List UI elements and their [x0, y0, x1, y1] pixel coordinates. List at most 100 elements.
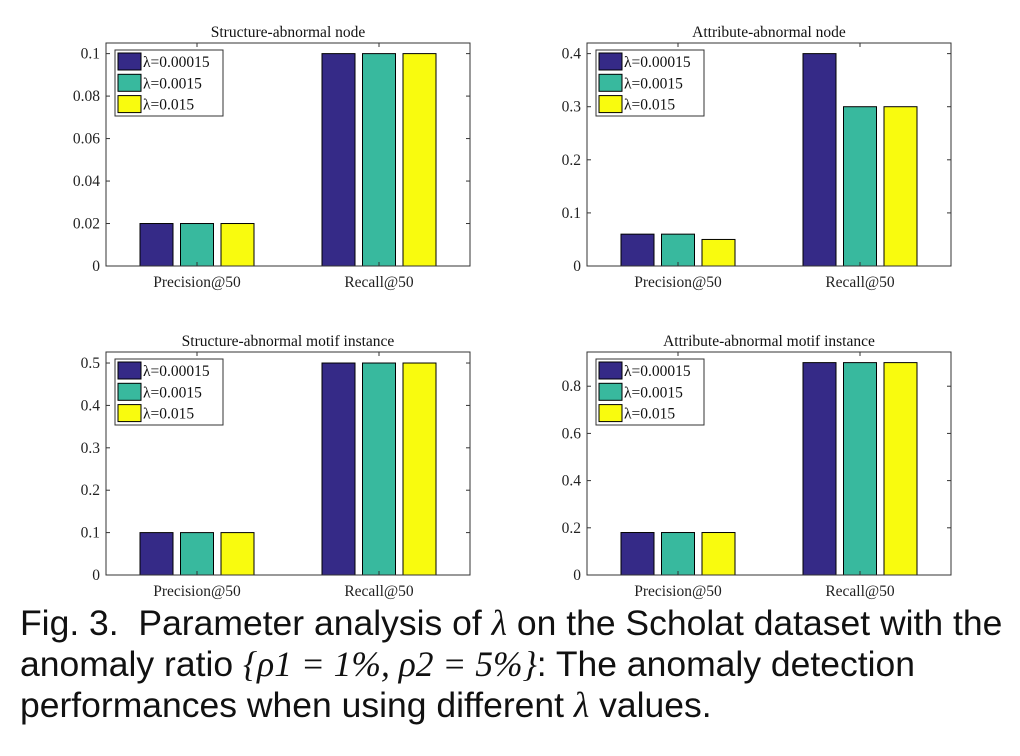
bar: [180, 223, 214, 267]
y-tick-label: 0.08: [73, 88, 100, 105]
bar: [139, 223, 174, 267]
chart-panel: Attribute-abnormal node Precision@50 Recal…: [562, 24, 952, 291]
caption-lambda: λ: [491, 603, 507, 643]
bar: [883, 362, 918, 576]
caption-text: on the Scholat dataset with the anomaly …: [20, 603, 1003, 684]
y-tick-label: 0.04: [73, 173, 100, 190]
x-tick-label: Precision@50: [153, 583, 241, 600]
chart-panel: Attribute-abnormal motif instance Precisi…: [562, 333, 952, 600]
x-tick-label: Recall@50: [344, 583, 414, 600]
bar: [802, 362, 837, 576]
x-tick-label: Precision@50: [634, 274, 722, 291]
y-tick-label: 0.2: [81, 482, 100, 499]
chart-title: Structure-abnormal node: [211, 24, 366, 41]
chart-panel: Structure-abnormal motif instance Precisi…: [81, 333, 471, 600]
legend-label: λ=0.0015: [624, 384, 683, 401]
bar: [620, 233, 655, 267]
bar: [362, 362, 396, 576]
bar: [701, 238, 736, 267]
legend-label: λ=0.0015: [143, 384, 202, 401]
legend-swatch: [117, 382, 142, 401]
legend-label: λ=0.00015: [624, 363, 691, 380]
figure-caption: Fig. 3. Parameter analysis of λ on the S…: [20, 603, 1010, 726]
legend-swatch: [598, 404, 623, 423]
x-tick-label: Recall@50: [825, 583, 895, 600]
bar: [321, 53, 356, 267]
chart-title: Attribute-abnormal node: [692, 24, 846, 41]
legend-label: λ=0.0015: [143, 75, 202, 92]
y-tick-label: 0.3: [562, 99, 582, 116]
caption-label: Fig. 3.: [20, 603, 119, 643]
legend-label: λ=0.015: [624, 406, 675, 423]
legend-label: λ=0.015: [143, 406, 194, 423]
y-tick-label: 0: [92, 567, 100, 584]
legend-swatch: [117, 404, 142, 423]
legend-swatch: [117, 73, 142, 92]
legend-swatch: [598, 382, 623, 401]
legend-label: λ=0.00015: [143, 363, 210, 380]
x-tick-label: Precision@50: [634, 583, 722, 600]
bar: [362, 53, 396, 267]
legend-swatch: [598, 52, 623, 71]
y-tick-label: 0.4: [562, 473, 582, 490]
bar: [402, 362, 437, 576]
y-tick-label: 0.2: [562, 152, 581, 169]
bar: [180, 532, 214, 576]
caption-text: values.: [599, 685, 712, 725]
bar: [843, 362, 877, 576]
y-tick-label: 0.1: [81, 46, 100, 63]
bar: [701, 532, 736, 576]
legend-swatch: [117, 52, 142, 71]
bar: [843, 106, 877, 267]
y-tick-label: 0.1: [81, 525, 100, 542]
chart-title: Structure-abnormal motif instance: [182, 333, 395, 350]
y-tick-label: 0.6: [562, 425, 582, 442]
y-tick-label: 0.4: [562, 46, 582, 63]
bar: [402, 53, 437, 267]
caption-text: Parameter analysis of: [138, 603, 482, 643]
y-tick-label: 0.4: [81, 397, 101, 414]
y-tick-label: 0: [573, 567, 581, 584]
caption-text: : The anomaly detection performances whe…: [20, 644, 916, 725]
bar: [620, 532, 655, 576]
axes-box: [105, 351, 471, 576]
bar: [321, 362, 356, 576]
legend-label: λ=0.015: [143, 97, 194, 114]
y-tick-label: 0: [92, 258, 100, 275]
bar: [220, 532, 255, 576]
bar: [661, 532, 695, 576]
y-tick-label: 0.1: [562, 205, 581, 222]
axes-box: [105, 42, 471, 267]
legend-swatch: [117, 95, 142, 114]
legend-swatch: [598, 361, 623, 380]
legend-label: λ=0.00015: [624, 54, 691, 71]
chart-title: Attribute-abnormal motif instance: [663, 333, 875, 350]
x-tick-label: Recall@50: [825, 274, 895, 291]
legend-label: λ=0.0015: [624, 75, 683, 92]
axes-box: [586, 351, 952, 576]
y-tick-label: 0.02: [73, 216, 100, 233]
bar: [220, 223, 255, 267]
y-tick-label: 0: [573, 258, 581, 275]
caption-math: {ρ1 = 1%, ρ2 = 5%}: [242, 644, 537, 684]
legend-swatch: [117, 361, 142, 380]
bar: [661, 233, 695, 267]
x-tick-label: Precision@50: [153, 274, 241, 291]
figure: Structure-abnormal node Precision@50 Recal…: [73, 24, 952, 600]
legend-swatch: [598, 73, 623, 92]
bar: [883, 106, 918, 267]
caption-lambda: λ: [573, 685, 590, 725]
axes-box: [586, 42, 952, 267]
x-tick-label: Recall@50: [344, 274, 414, 291]
legend-label: λ=0.015: [624, 97, 675, 114]
legend-label: λ=0.00015: [143, 54, 210, 71]
y-tick-label: 0.8: [562, 378, 582, 395]
bar: [802, 53, 837, 267]
y-tick-label: 0.3: [81, 440, 101, 457]
y-tick-label: 0.2: [562, 520, 581, 537]
chart-panel: Structure-abnormal node Precision@50 Recal…: [73, 24, 471, 291]
legend-swatch: [598, 95, 623, 114]
bar: [139, 532, 174, 576]
y-tick-label: 0.06: [73, 131, 100, 148]
y-tick-label: 0.5: [81, 355, 101, 372]
